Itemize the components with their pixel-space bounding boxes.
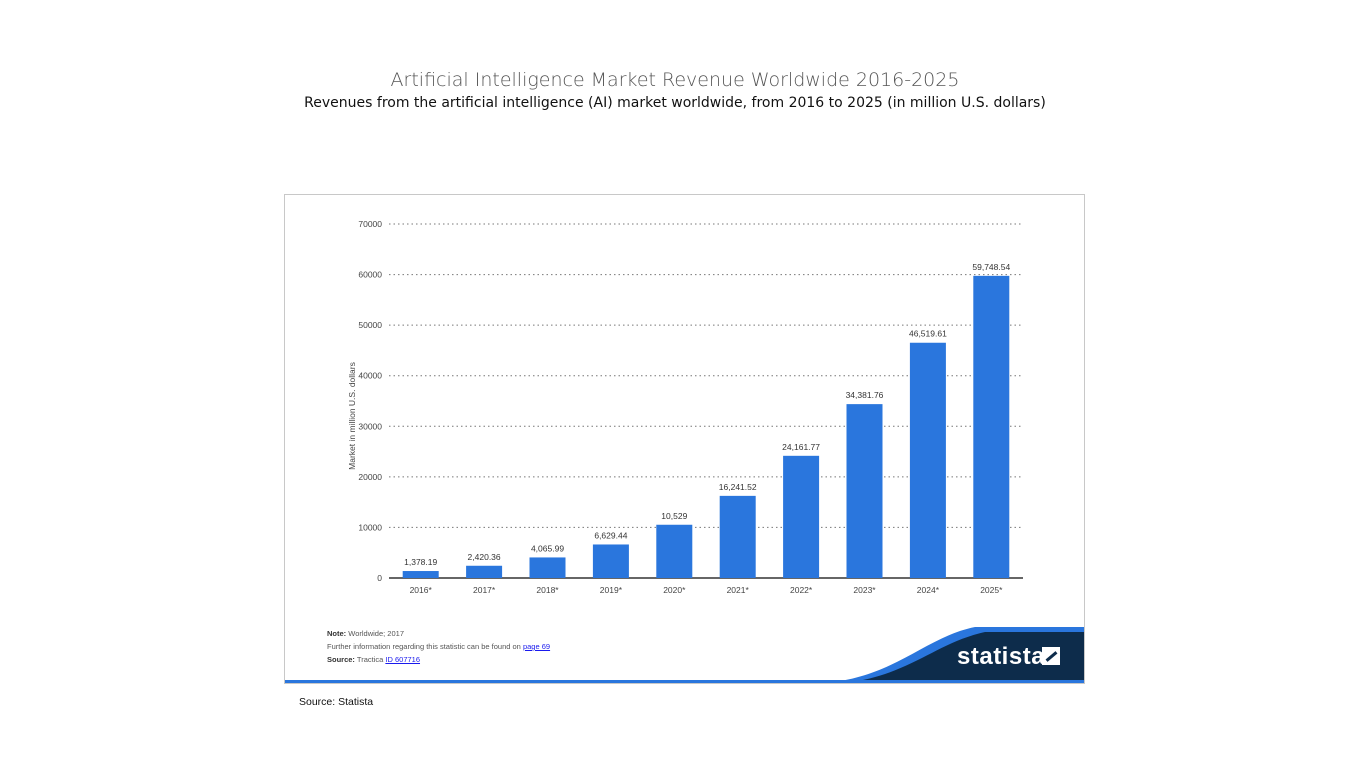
bar-chart: 0 10000 20000 30000 40000 50000 60000 70000 Mark… — [285, 219, 1084, 683]
y-tick-label: 10000 — [358, 522, 382, 532]
data-label: 34,381.76 — [846, 390, 884, 400]
y-tick-label: 30000 — [358, 421, 382, 431]
note-line: Note: Worldwide; 2017 — [327, 627, 550, 640]
data-label: 6,629.44 — [594, 530, 627, 540]
brand-wave — [845, 632, 1084, 683]
bar — [529, 557, 566, 578]
data-label: 59,748.54 — [972, 262, 1010, 272]
bar — [973, 275, 1010, 578]
source-label: Source: — [327, 655, 355, 664]
x-tick-label: 2017* — [473, 585, 496, 595]
x-tick-label: 2022* — [790, 585, 813, 595]
statista-logo-icon — [1042, 647, 1060, 665]
data-label: 4,065.99 — [531, 543, 564, 553]
y-tick-label: 60000 — [358, 270, 382, 280]
note-text: Worldwide; 2017 — [348, 629, 404, 638]
x-tick-label: 2021* — [727, 585, 750, 595]
data-label: 16,241.52 — [719, 482, 757, 492]
data-label: 10,529 — [661, 511, 687, 521]
y-axis-title: Market in million U.S. dollars — [347, 362, 357, 470]
y-tick-label: 70000 — [358, 219, 382, 229]
x-tick-label: 2018* — [536, 585, 559, 595]
further-info-line: Further information regarding this stati… — [327, 640, 550, 653]
page-link[interactable]: page 69 — [522, 642, 551, 651]
x-tick-label: 2016* — [410, 585, 433, 595]
bottom-rule — [285, 680, 1084, 683]
bar — [656, 524, 693, 578]
data-label: 24,161.77 — [782, 442, 820, 452]
source-id-link[interactable]: ID 607716 — [385, 655, 421, 664]
statista-logo: statista — [957, 643, 1046, 670]
bar — [719, 495, 756, 578]
source-line: Source: Tractica ID 607716 — [327, 653, 550, 666]
x-tick-label: 2023* — [853, 585, 876, 595]
further-info-text: Further information regarding this stati… — [327, 642, 521, 651]
bar — [402, 571, 439, 578]
y-tick-label: 50000 — [358, 320, 382, 330]
y-tick-label: 20000 — [358, 472, 382, 482]
page-subtitle: Revenues from the artificial intelligenc… — [304, 95, 1046, 111]
y-tick-label: 0 — [377, 573, 382, 583]
data-label: 1,378.19 — [404, 557, 437, 567]
y-tick-label: 40000 — [358, 371, 382, 381]
bar — [846, 404, 883, 578]
bar — [909, 342, 946, 578]
x-tick-label: 2024* — [917, 585, 940, 595]
footer-source: Source: Statista — [299, 696, 374, 708]
x-tick-label: 2019* — [600, 585, 623, 595]
chart-notes: Note: Worldwide; 2017 Further informatio… — [327, 627, 550, 666]
chart-frame: 0 10000 20000 30000 40000 50000 60000 70000 Mark… — [284, 194, 1085, 684]
bar — [592, 544, 629, 578]
bar — [783, 455, 820, 578]
source-text: Tractica — [356, 655, 384, 664]
data-label: 46,519.61 — [909, 329, 947, 339]
note-label: Note: — [327, 629, 347, 638]
x-tick-label: 2020* — [663, 585, 686, 595]
data-label: 2,420.36 — [468, 552, 501, 562]
page-title: Artificial Intelligence Market Revenue W… — [390, 69, 960, 91]
bar — [466, 565, 503, 578]
x-tick-label: 2025* — [980, 585, 1003, 595]
